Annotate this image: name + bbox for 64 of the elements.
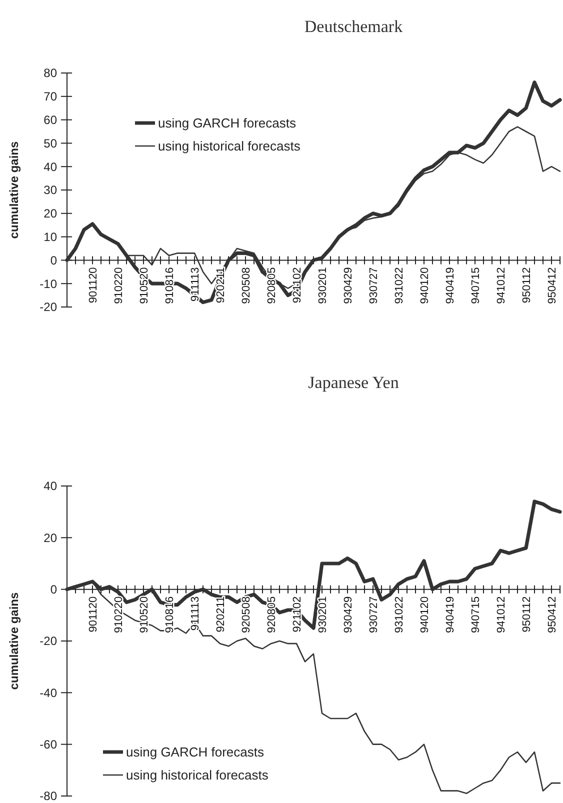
x-tick-label: 910220 bbox=[113, 267, 125, 304]
chart-title: Japanese Yen bbox=[308, 373, 400, 392]
legend-label: using historical forecasts bbox=[126, 768, 269, 783]
x-tick-label: 920211 bbox=[215, 596, 227, 632]
x-tick-label: 910520 bbox=[138, 267, 150, 304]
y-tick-label: 70 bbox=[44, 90, 58, 104]
y-tick-label: 60 bbox=[44, 113, 58, 127]
x-tick-label: 940715 bbox=[470, 267, 482, 304]
y-tick-label: 40 bbox=[44, 160, 58, 174]
x-tick-label: 930429 bbox=[342, 267, 354, 304]
x-tick-label: 950112 bbox=[521, 267, 533, 304]
x-tick-label: 940419 bbox=[444, 596, 456, 634]
x-tick-label: 950412 bbox=[546, 267, 558, 304]
y-tick-label: 50 bbox=[44, 136, 58, 150]
x-tick-label: 920805 bbox=[266, 267, 278, 304]
x-tick-label: 920805 bbox=[266, 596, 278, 634]
x-tick-label: 920211 bbox=[215, 267, 227, 304]
x-tick-label: 930201 bbox=[317, 267, 329, 304]
x-tick-label: 940419 bbox=[444, 267, 456, 304]
y-tick-label: 20 bbox=[44, 206, 58, 221]
y-tick-label: -10 bbox=[40, 276, 58, 291]
x-tick-label: 930201 bbox=[317, 596, 329, 634]
y-tick-label: 0 bbox=[50, 253, 58, 268]
x-tick-label: 930429 bbox=[342, 596, 354, 634]
x-tick-label: 921102 bbox=[292, 267, 304, 304]
x-tick-label: 940120 bbox=[419, 267, 431, 304]
chart-title: Deutschemark bbox=[304, 17, 404, 36]
x-tick-label: 911113 bbox=[190, 267, 202, 302]
x-tick-label: 910520 bbox=[138, 596, 150, 634]
x-tick-label: 901120 bbox=[88, 596, 100, 632]
x-tick-label: 920508 bbox=[240, 267, 252, 304]
y-tick-label: -40 bbox=[40, 686, 58, 700]
x-tick-label: 930727 bbox=[368, 267, 380, 304]
x-tick-label: 910220 bbox=[113, 596, 125, 634]
y-axis-title: cumulative gains bbox=[7, 592, 21, 690]
legend-label: using historical forecasts bbox=[158, 138, 301, 154]
y-axis-title: cumulative gains bbox=[7, 140, 21, 239]
x-tick-label: 901120 bbox=[88, 267, 100, 304]
x-tick-label: 941012 bbox=[496, 596, 508, 634]
y-tick-label: -20 bbox=[40, 634, 58, 648]
y-tick-label: 20 bbox=[44, 530, 58, 545]
x-tick-label: 921102 bbox=[292, 596, 304, 632]
y-tick-label: 30 bbox=[44, 183, 58, 198]
x-tick-label: 940120 bbox=[419, 596, 431, 634]
x-tick-label: 950412 bbox=[546, 596, 558, 634]
y-tick-label: 40 bbox=[44, 479, 58, 494]
x-tick-label: 911113 bbox=[190, 596, 202, 631]
y-tick-label: -60 bbox=[40, 738, 58, 752]
x-tick-label: 910816 bbox=[164, 596, 176, 634]
legend-label: using GARCH forecasts bbox=[158, 116, 296, 131]
x-tick-label: 941012 bbox=[496, 267, 508, 304]
y-tick-label: 10 bbox=[44, 230, 58, 244]
y-tick-label: 80 bbox=[44, 66, 58, 80]
y-tick-label: -20 bbox=[40, 300, 58, 314]
x-tick-label: 920508 bbox=[240, 596, 252, 634]
y-tick-label: -80 bbox=[40, 789, 58, 803]
x-tick-label: 931022 bbox=[394, 267, 406, 304]
x-tick-label: 931022 bbox=[394, 596, 406, 634]
x-tick-label: 930727 bbox=[368, 596, 380, 634]
y-tick-label: 0 bbox=[50, 582, 58, 597]
x-tick-label: 910816 bbox=[164, 267, 176, 304]
legend-label: using GARCH forecasts bbox=[126, 744, 264, 760]
x-tick-label: 950112 bbox=[521, 596, 533, 632]
x-tick-label: 940715 bbox=[470, 596, 482, 634]
